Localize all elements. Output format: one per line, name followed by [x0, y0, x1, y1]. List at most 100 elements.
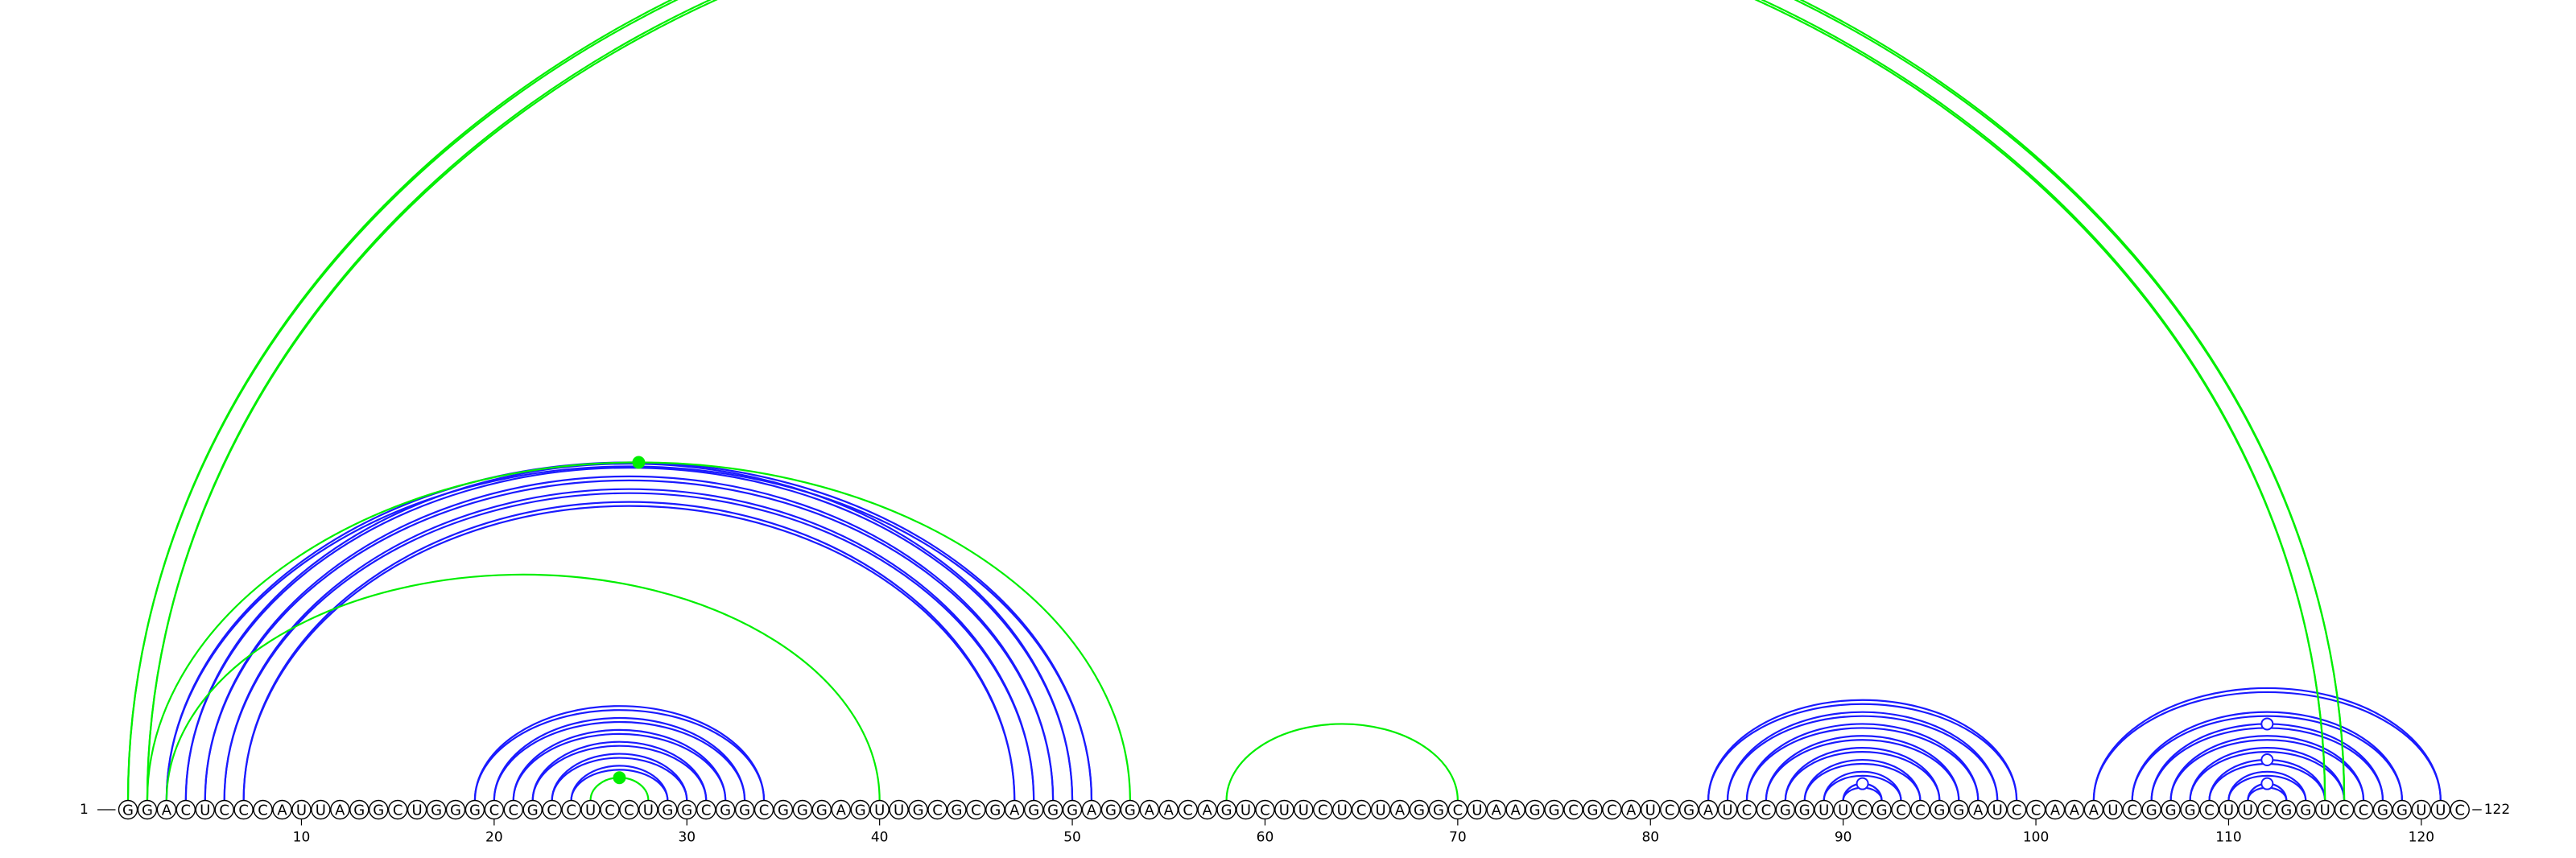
- nucleotide-letter: U: [1298, 802, 1309, 819]
- nucleotide-letter: C: [566, 802, 576, 819]
- nucleotide-letter: G: [1433, 802, 1444, 819]
- nucleotide-circle: [1544, 799, 1564, 820]
- nucleotide-letter: A: [1511, 802, 1521, 819]
- nucleotide-letter: C: [1915, 802, 1926, 819]
- nucleotide-circle: [1139, 799, 1160, 820]
- nucleotide-letter: A: [1009, 802, 1020, 819]
- nucleotide-letter: G: [855, 802, 866, 819]
- nucleotide-circle: [2277, 799, 2297, 820]
- nucleotide-circle: [715, 799, 736, 820]
- nucleotide-letter: G: [2165, 802, 2177, 819]
- nucleotide-letter: C: [2204, 802, 2215, 819]
- blue-pair-arc-inner: [2189, 751, 2346, 801]
- nucleotide-circle: [330, 799, 350, 820]
- nucleotide-letter: G: [469, 802, 481, 819]
- base-pair-arcs: [126, 0, 2442, 801]
- nucleotide-circle: [118, 799, 138, 820]
- tick-label: 20: [485, 830, 503, 846]
- blue-pair-arc-inner: [2092, 691, 2442, 801]
- blue-pair-arc: [473, 705, 766, 801]
- nucleotide-circle: [214, 799, 234, 820]
- nucleotide-letter: U: [1838, 802, 1848, 819]
- nucleotide-letter: G: [1799, 802, 1810, 819]
- nucleotide-letter: G: [373, 802, 384, 819]
- nucleotide-letter: A: [2089, 802, 2099, 819]
- nucleotide-circle: [1005, 799, 1025, 820]
- nucleotide-circle: [407, 799, 427, 820]
- nucleotide-letter: U: [1645, 802, 1656, 819]
- nucleotide-letter: G: [797, 802, 808, 819]
- nucleotide-letter: G: [431, 802, 442, 819]
- blue-pair-arc: [531, 740, 708, 801]
- nucleotide-letter: A: [2050, 802, 2061, 819]
- nucleotide-letter: G: [681, 802, 692, 819]
- nucleotide-circle: [2257, 799, 2277, 820]
- nucleotide-letter: C: [1568, 802, 1579, 819]
- blue-pair-arc: [1765, 735, 1960, 801]
- nucleotide-circle: [369, 799, 389, 820]
- nucleotide-circle: [2314, 799, 2335, 820]
- open-arc-marker: [2260, 753, 2274, 766]
- nucleotide-circle: [1100, 799, 1121, 820]
- nucleotide-letter: G: [1028, 802, 1039, 819]
- nucleotide-circle: [2045, 799, 2066, 820]
- nucleotide-letter: G: [1549, 802, 1560, 819]
- nucleotide-circle: [2238, 799, 2258, 820]
- nucleotide-circle: [947, 799, 967, 820]
- nucleotide-letter: A: [836, 802, 847, 819]
- nucleotide-circle: [137, 799, 158, 820]
- nucleotide-circle: [638, 799, 658, 820]
- nucleotide-circle: [600, 799, 620, 820]
- nucleotide-letter: A: [1973, 802, 1984, 819]
- nucleotide-letter: G: [1067, 802, 1078, 819]
- nucleotide-circle: [195, 799, 215, 820]
- blue-pair-arc: [1745, 723, 1979, 801]
- blue-pair-arc: [242, 501, 1016, 801]
- tick-label: 70: [1449, 830, 1467, 846]
- nucleotide-letter: G: [1683, 802, 1695, 819]
- nucleotide-letter: C: [1318, 802, 1328, 819]
- blue-pair-arc-inner: [570, 769, 669, 801]
- nucleotide-letter: U: [2243, 802, 2253, 819]
- nucleotide-letter: A: [1202, 802, 1212, 819]
- nucleotide-letter: G: [2146, 802, 2157, 819]
- tick-label: 80: [1641, 830, 1659, 846]
- nucleotide-circle: [1332, 799, 1352, 820]
- nucleotide-circle: [2199, 799, 2219, 820]
- blue-pair-arc-inner: [204, 479, 1055, 801]
- nucleotide-letter: C: [2031, 802, 2041, 819]
- nucleotide-circle: [1717, 799, 1738, 820]
- open-arc-marker: [2260, 777, 2274, 790]
- nucleotide-circle: [522, 799, 543, 820]
- blue-pair-arc-inner: [223, 492, 1035, 801]
- nucleotide-letter: U: [200, 802, 210, 819]
- nucleotide-letter: C: [1742, 802, 1752, 819]
- nucleotide-circle: [1294, 799, 1314, 820]
- nucleotide-circle: [311, 799, 331, 820]
- nucleotide-letter: C: [1260, 802, 1270, 819]
- nucleotide-letter: G: [1953, 802, 1964, 819]
- position-axis: 10 20 30 40 50 60 70 80 90 100 110 120: [293, 819, 2434, 846]
- nucleotide-letter: G: [1221, 802, 1232, 819]
- nucleotide-circle: [658, 799, 678, 820]
- nucleotide-letter: C: [624, 802, 634, 819]
- nucleotide-letter: U: [296, 802, 307, 819]
- nucleotide-circle: [1833, 799, 1853, 820]
- nucleotide-letter: C: [2359, 802, 2369, 819]
- nucleotide-circle: [1583, 799, 1603, 820]
- nucleotide-letter: U: [1376, 802, 1386, 819]
- blue-pair-arc-inner: [512, 732, 727, 801]
- arc-markers: [613, 456, 2274, 790]
- green-pair-arc: [1225, 723, 1459, 801]
- nucleotide-circle: [966, 799, 986, 820]
- blue-pair-arc-inner: [1803, 762, 1922, 801]
- nucleotide-circle: [1120, 799, 1141, 820]
- nucleotide-circle: [291, 799, 312, 820]
- nucleotide-circle: [2161, 799, 2181, 820]
- nucleotide-circle: [1525, 799, 1545, 820]
- nucleotide-circle: [2083, 799, 2104, 820]
- nucleotide-circle: [1678, 799, 1699, 820]
- nucleotide-letter: G: [1780, 802, 1791, 819]
- filled-arc-marker: [632, 456, 646, 469]
- blue-pair-arc-inner: [1765, 739, 1960, 801]
